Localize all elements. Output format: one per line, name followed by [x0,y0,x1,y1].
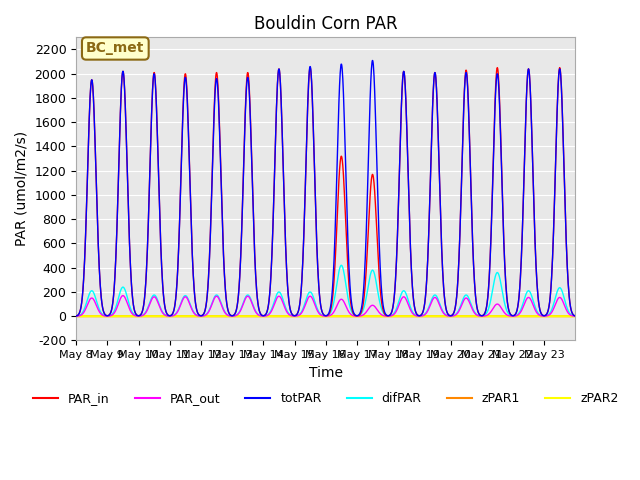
PAR_out [572,313,579,319]
totPAR [444,310,451,315]
zPAR2 [72,313,80,319]
totPAR [516,276,524,281]
PAR_out [516,310,524,315]
PAR_out [312,306,320,312]
totPAR [72,313,80,319]
zPAR1 [312,313,320,319]
PAR_in [556,65,564,71]
zPAR1 [150,313,158,319]
PAR_in [312,223,320,229]
totPAR [312,223,320,228]
X-axis label: Time: Time [308,366,343,380]
zPAR2 [516,313,524,319]
difPAR [444,312,451,318]
zPAR1 [72,313,80,319]
totPAR [303,134,310,140]
PAR_in [72,313,80,319]
Legend: PAR_in, PAR_out, totPAR, difPAR, zPAR1, zPAR2: PAR_in, PAR_out, totPAR, difPAR, zPAR1, … [28,387,623,410]
zPAR1 [303,313,310,319]
zPAR2 [303,313,310,319]
difPAR [303,295,310,300]
totPAR [369,58,376,63]
totPAR [150,71,158,77]
difPAR [150,292,158,298]
zPAR2 [150,313,158,319]
zPAR1 [516,313,524,319]
PAR_in [516,281,524,287]
Line: difPAR: difPAR [76,265,575,316]
PAR_in [303,135,310,141]
zPAR2 [443,313,451,319]
Y-axis label: PAR (umol/m2/s): PAR (umol/m2/s) [15,132,29,246]
zPAR1 [443,313,451,319]
difPAR [312,303,320,309]
PAR_in [565,293,573,299]
Line: PAR_out: PAR_out [76,296,575,316]
PAR_in [572,313,579,319]
totPAR [565,293,573,299]
PAR_in [150,70,158,75]
PAR_out [565,311,573,317]
PAR_out [119,293,127,299]
difPAR [337,263,345,268]
PAR_out [303,298,311,303]
Line: totPAR: totPAR [76,60,575,316]
difPAR [565,310,573,315]
zPAR2 [572,313,579,319]
difPAR [516,308,524,313]
PAR_out [444,313,451,319]
zPAR2 [565,313,573,319]
zPAR1 [572,313,579,319]
totPAR [572,313,579,319]
PAR_out [72,313,80,319]
Line: PAR_in: PAR_in [76,68,575,316]
zPAR2 [312,313,320,319]
zPAR1 [565,313,573,319]
Text: BC_met: BC_met [86,41,145,56]
Title: Bouldin Corn PAR: Bouldin Corn PAR [254,15,397,33]
difPAR [72,313,80,319]
PAR_in [443,309,451,315]
difPAR [572,313,579,319]
PAR_out [150,294,158,300]
